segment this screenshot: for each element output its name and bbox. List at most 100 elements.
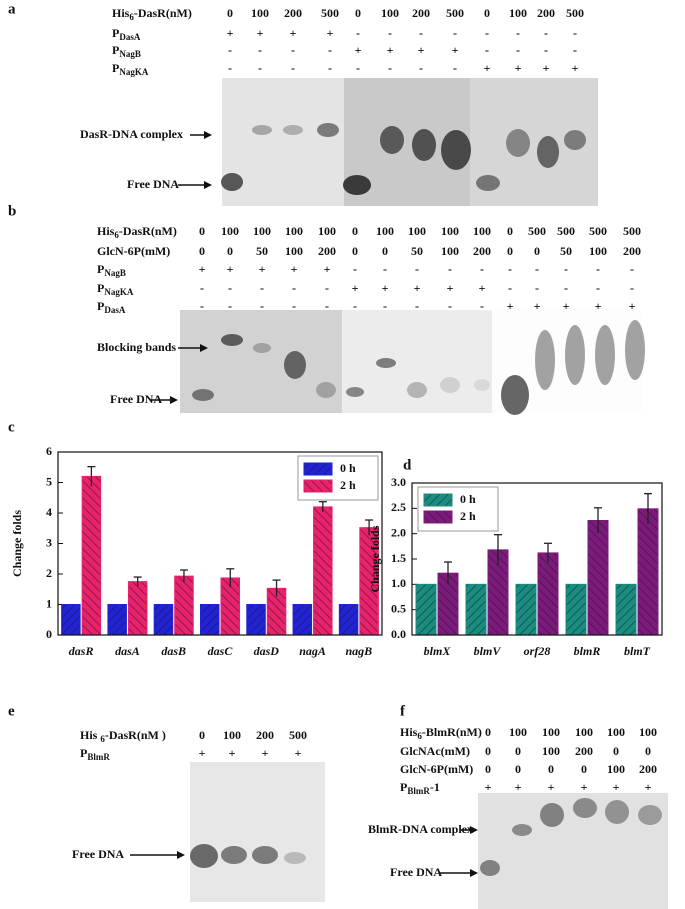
legend-label: 0 h bbox=[460, 492, 476, 506]
cell: - bbox=[544, 43, 548, 57]
cell: - bbox=[485, 26, 489, 40]
cell: - bbox=[388, 26, 392, 40]
error-bar bbox=[272, 579, 281, 597]
cell: + bbox=[327, 26, 334, 40]
cell: 100 bbox=[542, 725, 560, 739]
y-axis-label: Change folds bbox=[368, 525, 382, 592]
label-part: GlcN-6P(mM) bbox=[97, 244, 170, 258]
cell: 50 bbox=[560, 244, 572, 258]
cell: - bbox=[228, 299, 232, 313]
row-label: PNagB bbox=[112, 43, 141, 59]
cell: - bbox=[291, 61, 295, 75]
bar bbox=[61, 604, 81, 636]
cell: + bbox=[572, 61, 579, 75]
cell: 100 bbox=[441, 224, 459, 238]
cell: + bbox=[563, 299, 570, 313]
cell: 100 bbox=[251, 6, 269, 20]
y-tick-label: 0.0 bbox=[391, 627, 406, 641]
gel-band bbox=[564, 130, 586, 150]
arrow-head bbox=[177, 851, 185, 859]
cell: - bbox=[516, 43, 520, 57]
cell: - bbox=[596, 262, 600, 276]
y-tick-label: 1 bbox=[46, 596, 52, 610]
error-bar bbox=[494, 534, 502, 566]
label-part: P bbox=[80, 746, 87, 760]
cell: 100 bbox=[509, 6, 527, 20]
cell: + bbox=[595, 299, 602, 313]
cell: - bbox=[535, 281, 539, 295]
row-label: His6-DasR(nM) bbox=[112, 6, 192, 22]
cell: + bbox=[507, 299, 514, 313]
gel-band bbox=[343, 175, 371, 195]
label-part: 6 bbox=[114, 230, 119, 240]
label-part: P bbox=[97, 262, 104, 276]
gel-image bbox=[478, 793, 668, 909]
legend-swatch bbox=[423, 510, 453, 524]
panel-letter: a bbox=[8, 1, 16, 17]
gel-image bbox=[342, 310, 492, 413]
bar bbox=[515, 583, 537, 636]
gel-band bbox=[540, 803, 564, 827]
x-tick-label: dasA bbox=[115, 644, 140, 658]
cell: 200 bbox=[473, 244, 491, 258]
gel-band bbox=[252, 846, 278, 864]
gel-band bbox=[565, 325, 585, 385]
cell: - bbox=[485, 43, 489, 57]
cell: - bbox=[419, 61, 423, 75]
label-part: His bbox=[97, 224, 115, 238]
label-part: P bbox=[112, 43, 119, 57]
label-part: P bbox=[400, 780, 407, 794]
arrow-head bbox=[204, 131, 212, 139]
cell: + bbox=[352, 281, 359, 295]
x-tick-label: nagB bbox=[346, 644, 373, 658]
gel-band bbox=[573, 798, 597, 818]
cell: - bbox=[544, 26, 548, 40]
cell: 0 bbox=[355, 6, 361, 20]
label-part: GlcNAc(mM) bbox=[400, 744, 470, 758]
row-label: PBlmR bbox=[80, 746, 110, 762]
legend-swatch bbox=[303, 479, 333, 493]
error-bar bbox=[594, 507, 602, 534]
cell: 100 bbox=[376, 224, 394, 238]
cell: + bbox=[515, 61, 522, 75]
label-part: BlmR bbox=[87, 752, 110, 762]
annotation: Free DNA bbox=[127, 177, 179, 191]
cell: - bbox=[353, 262, 357, 276]
x-tick-label: orf28 bbox=[524, 644, 551, 658]
cell: 100 bbox=[408, 224, 426, 238]
cell: 500 bbox=[528, 224, 546, 238]
annotation: Free DNA bbox=[110, 392, 162, 406]
cell: 0 bbox=[227, 6, 233, 20]
gel-band bbox=[221, 173, 243, 191]
y-tick-label: 3.0 bbox=[391, 475, 406, 489]
row-label: GlcNAc(mM) bbox=[400, 744, 470, 758]
row-label: PNagKA bbox=[97, 281, 134, 297]
gel-band bbox=[190, 844, 218, 868]
cell: 200 bbox=[318, 244, 336, 258]
cell: + bbox=[613, 780, 620, 794]
gel-band bbox=[474, 379, 490, 391]
cell: + bbox=[355, 43, 362, 57]
label-part: -DasR(nM) bbox=[119, 224, 177, 238]
cell: - bbox=[573, 43, 577, 57]
bar bbox=[107, 604, 127, 636]
cell: 0 bbox=[645, 744, 651, 758]
cell: 100 bbox=[473, 224, 491, 238]
cell: + bbox=[262, 746, 269, 760]
cell: 0 bbox=[199, 728, 205, 742]
cell: 100 bbox=[318, 224, 336, 238]
label-part: BlmR bbox=[407, 786, 430, 796]
gel-band bbox=[605, 800, 629, 824]
gel-band bbox=[221, 846, 247, 864]
row-label: PNagKA bbox=[112, 61, 149, 77]
cell: 100 bbox=[253, 224, 271, 238]
x-tick-label: dasC bbox=[208, 644, 234, 658]
cell: - bbox=[292, 299, 296, 313]
y-tick-label: 2.0 bbox=[391, 525, 406, 539]
cell: 500 bbox=[321, 6, 339, 20]
gel-band bbox=[412, 129, 436, 161]
label-part: GlcN-6P(mM) bbox=[400, 762, 473, 776]
label-part: NagKA bbox=[119, 67, 149, 77]
panel-letter: d bbox=[403, 457, 412, 473]
bar bbox=[127, 581, 148, 636]
